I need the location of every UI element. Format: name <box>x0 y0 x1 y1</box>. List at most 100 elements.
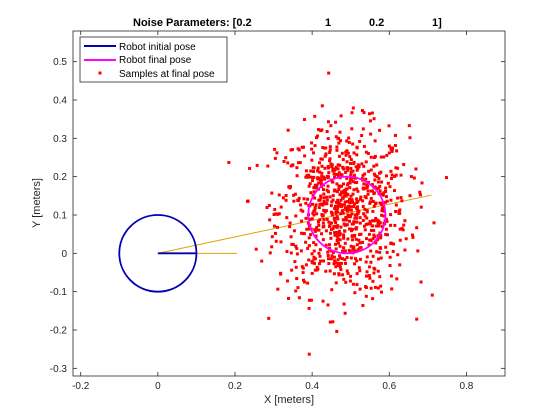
sample-point <box>369 286 373 290</box>
sample-point <box>351 247 355 251</box>
sample-point <box>345 223 349 227</box>
sample-point <box>308 175 312 179</box>
sample-point <box>332 272 336 276</box>
sample-point <box>346 151 350 155</box>
sample-point <box>346 271 350 275</box>
sample-point <box>398 238 402 242</box>
sample-point <box>364 177 368 181</box>
sample-point <box>307 184 311 188</box>
sample-point <box>335 329 339 333</box>
sample-point <box>289 148 293 152</box>
sample-point <box>321 299 325 303</box>
sample-point <box>286 161 290 165</box>
sample-point <box>326 137 330 141</box>
sample-point <box>374 187 378 191</box>
sample-point <box>384 227 388 231</box>
sample-point <box>367 243 371 247</box>
sample-point <box>328 145 332 149</box>
sample-point <box>355 243 359 247</box>
sample-point <box>325 195 329 199</box>
sample-point <box>419 205 423 209</box>
sample-point <box>295 277 299 281</box>
sample-point <box>350 234 354 238</box>
sample-point <box>390 173 394 177</box>
sample-point <box>328 269 332 273</box>
sample-point <box>376 286 380 290</box>
sample-point <box>360 162 364 166</box>
sample-point <box>309 169 313 173</box>
initial-pose-circle <box>118 214 198 293</box>
sample-point <box>372 156 376 160</box>
sample-point <box>338 238 342 242</box>
sample-point <box>291 243 295 247</box>
sample-point <box>338 265 342 269</box>
sample-point <box>375 224 379 228</box>
sample-point <box>335 225 339 229</box>
sample-point <box>345 166 349 170</box>
sample-point <box>324 152 328 156</box>
sample-point <box>300 145 304 149</box>
sample-point <box>356 189 360 193</box>
sample-point <box>366 184 370 188</box>
sample-point <box>312 190 316 194</box>
sample-point <box>378 246 382 250</box>
sample-point <box>310 158 314 162</box>
sample-point <box>314 203 318 207</box>
sample-point <box>368 276 372 280</box>
sample-point <box>337 171 341 175</box>
sample-point <box>350 212 354 216</box>
sample-point <box>402 223 406 227</box>
sample-point <box>373 235 377 239</box>
sample-point <box>379 203 383 207</box>
sample-point <box>359 246 363 250</box>
sample-point <box>336 206 340 210</box>
sample-point <box>349 158 353 162</box>
sample-point <box>316 267 320 271</box>
sample-point <box>326 254 330 258</box>
sample-point <box>351 227 355 231</box>
sample-point <box>314 234 318 238</box>
sample-point <box>358 257 362 261</box>
sample-point <box>334 221 338 225</box>
sample-point <box>393 143 397 147</box>
sample-point <box>327 220 331 224</box>
sample-point <box>344 194 348 198</box>
sample-point <box>334 135 338 139</box>
sample-point <box>375 175 379 179</box>
sample-point <box>411 233 415 237</box>
sample-point <box>295 174 299 178</box>
sample-point <box>363 228 367 232</box>
sample-point <box>319 196 323 200</box>
sample-point <box>341 158 345 162</box>
sample-point <box>382 191 386 195</box>
sample-point <box>292 193 296 197</box>
sample-point <box>369 168 373 172</box>
sample-point <box>318 218 322 222</box>
sample-point <box>323 166 327 170</box>
sample-point <box>344 153 348 157</box>
sample-point <box>345 149 349 153</box>
sample-point <box>306 281 310 285</box>
sample-point <box>371 209 375 213</box>
sample-point <box>326 250 330 254</box>
sample-point <box>385 233 389 237</box>
sample-point <box>338 254 342 258</box>
sample-point <box>351 106 355 110</box>
sample-point <box>355 197 359 201</box>
path-segment <box>157 194 432 254</box>
sample-point <box>362 144 366 148</box>
sample-point <box>342 189 346 193</box>
y-tick-label: 0.3 <box>53 134 67 145</box>
sample-point <box>292 229 296 233</box>
sample-point <box>354 206 358 210</box>
sample-point <box>316 169 320 173</box>
sample-point <box>314 243 318 247</box>
sample-point <box>379 170 383 174</box>
sample-point <box>364 160 368 164</box>
sample-point <box>396 166 400 170</box>
sample-point <box>343 206 347 210</box>
sample-point <box>273 147 277 151</box>
sample-point <box>395 277 399 281</box>
sample-point <box>335 215 339 219</box>
sample-point <box>267 316 271 320</box>
